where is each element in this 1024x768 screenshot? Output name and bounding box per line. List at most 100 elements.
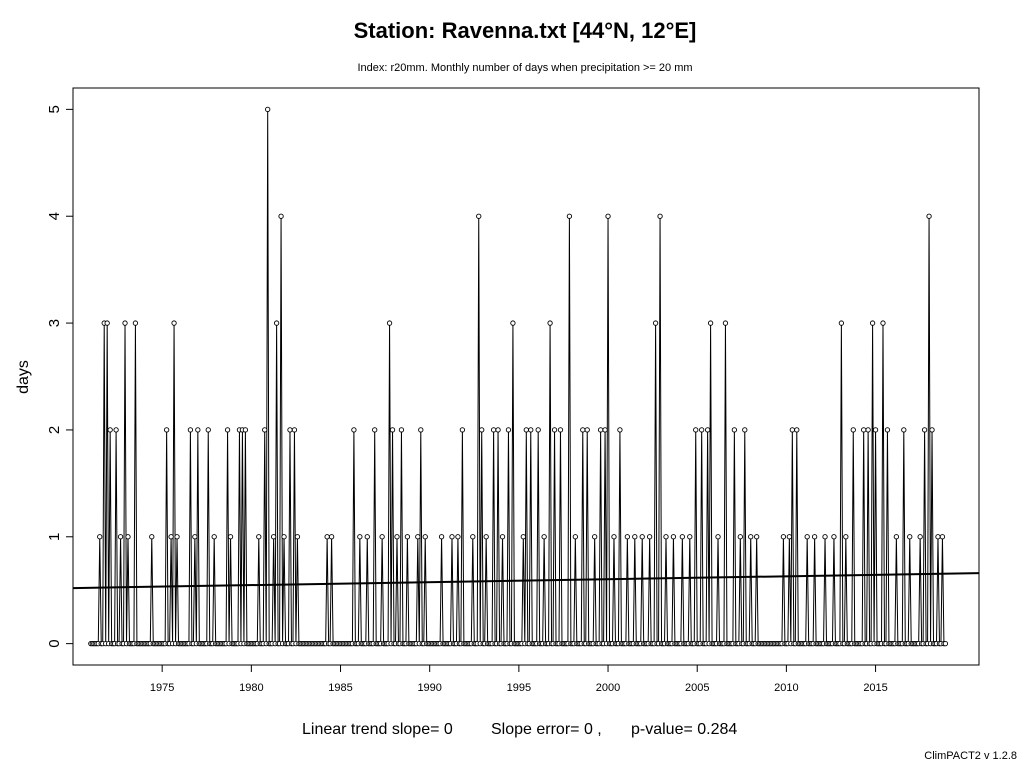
data-point	[281, 534, 287, 540]
data-point	[438, 534, 445, 540]
data-point	[174, 534, 180, 540]
chart-subtitle: Index: r20mm. Monthly number of days whe…	[357, 62, 692, 74]
data-point	[754, 534, 760, 540]
x-tick-label: 2010	[774, 682, 798, 694]
data-point	[535, 427, 541, 433]
data-point	[693, 427, 699, 433]
data-point	[865, 427, 871, 433]
data-point	[125, 534, 131, 540]
data-point	[171, 320, 177, 326]
data-point	[541, 534, 547, 540]
data-point	[398, 427, 405, 433]
data-point	[843, 534, 849, 540]
data-point	[294, 534, 301, 540]
data-point	[566, 213, 573, 219]
y-axis: 0 1 2 3 4 5	[46, 105, 74, 648]
data-point	[699, 427, 705, 433]
data-point	[379, 534, 385, 540]
trend-slope-text: Linear trend slope= 0	[302, 721, 453, 738]
data-point	[192, 534, 198, 540]
data-point	[242, 427, 249, 433]
data-point	[505, 427, 512, 433]
version-label: ClimPACT2 v 1.2.8	[924, 750, 1017, 762]
data-point	[459, 427, 466, 433]
x-axis: 1975 1980 1985 1990 1995 2000 2005 2010 2015	[150, 664, 888, 694]
data-point	[748, 534, 754, 540]
data-point	[794, 427, 800, 433]
y-tick-label: 0	[46, 639, 63, 647]
data-point	[470, 534, 476, 540]
p-value-text: p-value= 0.284	[631, 721, 737, 738]
data-point	[495, 427, 501, 433]
data-point	[647, 534, 653, 540]
data-point	[520, 534, 526, 540]
data-point	[449, 534, 455, 540]
data-point	[104, 320, 110, 326]
data-point	[351, 427, 357, 433]
data-point	[592, 534, 598, 540]
points-layer	[88, 106, 949, 647]
data-point	[657, 213, 663, 219]
data-point	[880, 320, 886, 326]
data-point	[265, 106, 271, 113]
data-point	[901, 427, 907, 433]
data-point	[704, 427, 711, 433]
data-point	[510, 320, 516, 326]
data-point	[907, 534, 913, 540]
x-tick-label: 1975	[150, 682, 174, 694]
data-point	[107, 427, 113, 433]
data-point	[838, 320, 845, 326]
data-point	[786, 534, 793, 540]
data-point	[652, 320, 659, 326]
slope-error-text: Slope error= 0 ,	[491, 721, 602, 738]
x-tick-label: 1985	[328, 682, 352, 694]
data-point	[737, 534, 743, 540]
data-point	[97, 534, 103, 540]
data-point	[149, 534, 155, 540]
data-point	[939, 534, 946, 540]
data-point	[584, 427, 590, 433]
data-point	[404, 534, 411, 540]
data-point	[273, 320, 280, 326]
data-point	[256, 534, 262, 540]
data-point	[624, 534, 631, 540]
data-point	[884, 427, 891, 433]
data-point	[611, 534, 617, 540]
data-point	[861, 427, 867, 433]
y-tick-label: 3	[46, 319, 63, 327]
series-layer	[72, 109, 980, 645]
data-point	[415, 534, 421, 540]
trend-line	[72, 572, 980, 590]
data-point	[211, 534, 217, 540]
data-point	[528, 427, 534, 433]
data-point	[551, 427, 558, 433]
data-point	[921, 427, 928, 433]
data-point	[872, 427, 879, 433]
data-point	[780, 534, 787, 540]
data-point	[715, 534, 721, 540]
data-point	[422, 534, 428, 540]
data-point	[357, 534, 363, 540]
series-line	[90, 109, 946, 645]
chart-title: Station: Ravenna.txt [44°N, 12°E]	[354, 18, 697, 43]
data-point	[270, 534, 277, 540]
data-point	[328, 534, 335, 540]
data-point	[523, 427, 529, 433]
data-point	[205, 427, 211, 433]
data-point	[224, 427, 231, 433]
data-point	[929, 427, 935, 433]
data-point	[580, 427, 586, 433]
x-tick-label: 2015	[863, 682, 887, 694]
data-point	[670, 534, 677, 540]
data-point	[893, 534, 900, 540]
data-point	[547, 320, 553, 326]
data-point	[117, 534, 124, 540]
x-tick-label: 1995	[507, 682, 531, 694]
x-tick-label: 2000	[596, 682, 620, 694]
data-point	[479, 427, 485, 433]
data-point	[831, 534, 837, 540]
data-point	[455, 534, 461, 540]
data-point	[639, 534, 645, 540]
data-point	[742, 427, 748, 433]
y-tick-label: 1	[46, 533, 63, 541]
